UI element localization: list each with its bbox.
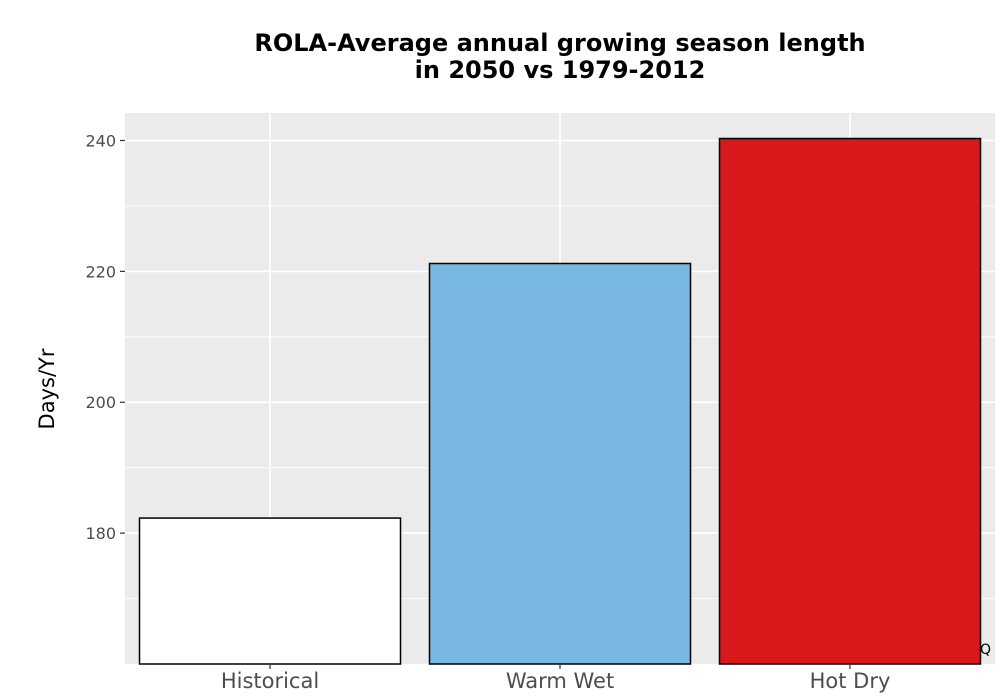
y-axis-title: Days/Yr [35, 348, 59, 429]
bar-hot-dry [718, 137, 982, 665]
y-tick-label: 180 [85, 524, 116, 543]
chart-title: ROLA-Average annual growing season lengt… [125, 30, 995, 84]
x-tick-label: Historical [221, 669, 319, 693]
bars [138, 137, 982, 665]
bar-warm-wet [428, 262, 692, 665]
x-axis-ticks: Historical Warm Wet Hot Dry [221, 664, 891, 693]
y-tick-label: 200 [85, 393, 116, 412]
corner-annotation: Q [980, 642, 991, 658]
chart-title-line-2: in 2050 vs 1979-2012 [414, 56, 706, 84]
chart-title-line-1: ROLA-Average annual growing season lengt… [254, 29, 866, 57]
y-tick-label: 240 [85, 131, 116, 150]
y-tick-label: 220 [85, 262, 116, 281]
x-tick-label: Warm Wet [506, 669, 614, 693]
x-tick-label: Hot Dry [810, 669, 891, 693]
bar-historical [138, 517, 402, 665]
y-axis-ticks: 180 200 220 240 [85, 131, 125, 543]
